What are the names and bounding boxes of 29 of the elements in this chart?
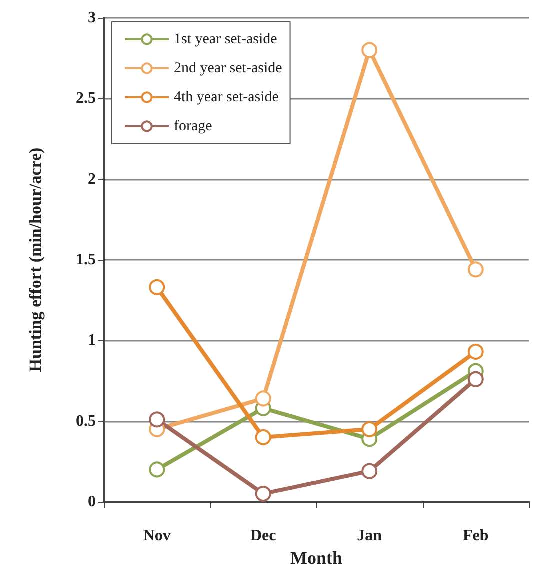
y-tick-label: 3 xyxy=(88,10,96,26)
legend-label: forage xyxy=(174,118,213,134)
y-tick-label: 1.5 xyxy=(76,252,96,268)
x-tick-label: Dec xyxy=(250,528,276,544)
point xyxy=(362,463,378,480)
point xyxy=(362,421,378,438)
y-tick-label: 0.5 xyxy=(76,412,96,430)
point xyxy=(149,412,166,428)
point xyxy=(468,371,484,388)
point xyxy=(149,462,166,478)
x-tick-label: Feb xyxy=(462,528,489,544)
point xyxy=(362,42,378,58)
point xyxy=(255,390,272,407)
legend-label: 1st year set-aside xyxy=(174,32,278,48)
point xyxy=(468,262,484,278)
y-tick-label: 2.5 xyxy=(76,90,96,108)
x-tick-label: Jan xyxy=(357,528,382,544)
point xyxy=(149,279,166,296)
point xyxy=(468,344,484,360)
legend-label: 4th year set-aside xyxy=(174,90,280,106)
x-tick-label: Nov xyxy=(143,528,171,544)
y-tick-label: 0 xyxy=(88,494,96,510)
x-axis-title: Month xyxy=(290,548,343,568)
point xyxy=(255,429,272,446)
y-axis-title: Hunting effort (min/hour/acre) xyxy=(26,148,45,372)
legend-label: 2nd year set-aside xyxy=(174,60,283,76)
y-tick-label: 2 xyxy=(88,170,96,188)
point xyxy=(255,486,272,502)
y-tick-label: 1 xyxy=(88,332,96,350)
